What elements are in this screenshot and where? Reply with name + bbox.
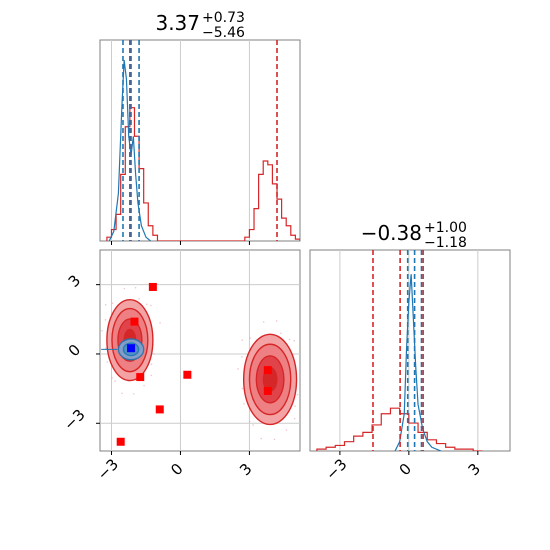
joint-sample-dot — [159, 322, 161, 324]
joint-sample-dot — [104, 347, 107, 349]
joint-sample-dot — [132, 393, 135, 395]
joint-sample-dot — [288, 338, 291, 341]
joint-yticks: −3 0 3 — [60, 271, 100, 434]
right-histogram-series — [316, 250, 483, 451]
joint-xticks: −3 0 3 — [94, 451, 256, 484]
joint-sample-dot — [241, 339, 244, 341]
right-title-plus: +1.00 — [424, 220, 467, 236]
top-title-minus: −5.46 — [202, 25, 245, 41]
joint-sample-dot — [150, 304, 152, 307]
joint-ytick-label-2: 3 — [65, 271, 84, 290]
joint-sample-dot — [111, 302, 114, 304]
joint-xtick-label-1: 0 — [167, 460, 186, 479]
right-histogram-xticks: −3 0 3 — [322, 451, 484, 484]
top-histogram-title: 3.37 — [155, 11, 200, 35]
joint-sample-dot — [296, 393, 299, 396]
joint-sample-dot — [152, 352, 155, 355]
joint-ytick-label-1: 0 — [65, 341, 84, 360]
joint-sample-dot — [104, 304, 107, 306]
joint-red-marker-2 — [136, 373, 145, 382]
joint-red-marker-7 — [263, 386, 272, 395]
joint-sample-dot — [138, 297, 140, 300]
joint-xtick-label-0: −3 — [94, 455, 122, 483]
top-title-value: 3.37 — [155, 11, 200, 35]
joint-panel: −3 0 3 −3 0 3 — [60, 249, 306, 484]
joint-sample-dot — [145, 303, 148, 306]
joint-sample-dot — [150, 363, 153, 366]
joint-sample-dot — [150, 374, 153, 377]
joint-sample-dot — [104, 319, 107, 321]
joint-sample-dot — [249, 337, 251, 339]
joint-sample-dot — [260, 437, 262, 440]
right-xtick-label-0: −3 — [322, 455, 350, 483]
joint-sample-dot — [285, 429, 288, 431]
joint-sample-dot — [262, 321, 265, 323]
joint-red-marker-4 — [155, 405, 164, 414]
right-title-value: −0.38 — [361, 221, 422, 245]
right-histogram-title: −0.38 — [361, 221, 422, 245]
right-red-histogram — [316, 407, 483, 451]
top-red-histogram — [106, 107, 300, 241]
joint-sample-dot — [248, 420, 251, 423]
joint-red-marker-1 — [130, 317, 139, 326]
joint-red-marker-3 — [183, 370, 192, 379]
top-histogram-panel: 3.37 +0.73 −5.46 — [99, 10, 301, 245]
joint-sample-dot — [134, 286, 137, 289]
joint-sample-dot — [280, 332, 282, 335]
top-histogram-series — [106, 40, 300, 241]
right-histogram-panel: −3 0 3 −0.38 +1.00 −1.18 — [309, 220, 511, 484]
joint-sample-dot — [293, 339, 296, 342]
joint-sample-dot — [111, 377, 113, 379]
right-blue-density — [394, 274, 442, 451]
joint-sample-dot — [114, 380, 116, 382]
joint-ytick-label-0: −3 — [60, 406, 88, 434]
joint-sample-dot — [123, 287, 126, 290]
joint-sample-dot — [293, 417, 296, 420]
top-histogram-xticks — [110, 241, 250, 245]
joint-markers — [116, 282, 272, 446]
joint-blue-marker — [127, 344, 136, 353]
joint-sample-dot — [237, 368, 239, 370]
joint-sample-dot — [273, 438, 276, 441]
joint-sample-dot — [241, 387, 244, 390]
top-title-plus: +0.73 — [202, 10, 245, 26]
joint-sample-dot — [304, 359, 306, 361]
joint-sample-dot — [101, 329, 103, 332]
joint-sample-dot — [143, 384, 145, 387]
right-xtick-label-2: 3 — [465, 460, 484, 479]
joint-sample-dot — [275, 320, 278, 322]
joint-xtick-label-2: 3 — [236, 460, 255, 479]
joint-red-marker-6 — [263, 366, 272, 375]
joint-contours — [101, 286, 306, 441]
joint-sample-dot — [243, 403, 245, 405]
joint-red-marker-5 — [116, 437, 125, 446]
joint-red-marker-0 — [148, 282, 157, 291]
right-xtick-label-1: 0 — [396, 460, 415, 479]
joint-sample-dot — [294, 405, 296, 408]
right-title-minus: −1.18 — [424, 235, 467, 251]
top-histogram-grid — [110, 40, 250, 241]
joint-sample-dot — [241, 356, 243, 358]
joint-sample-dot — [121, 392, 123, 395]
joint-sample-dot — [252, 424, 254, 426]
joint-sample-dot — [106, 361, 108, 363]
